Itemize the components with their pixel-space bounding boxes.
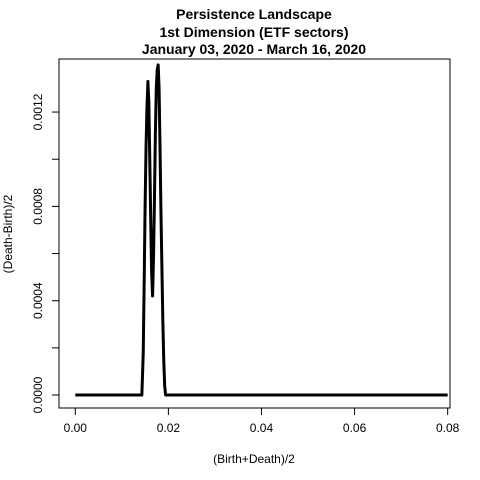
x-tick-label: 0.08	[436, 421, 460, 435]
y-tick-label: 0.0012	[31, 93, 45, 130]
y-tick-label: 0.0008	[31, 188, 45, 225]
landscape-line	[75, 63, 448, 397]
x-tick-label: 0.06	[343, 421, 367, 435]
series-layer	[75, 63, 448, 397]
chart-title-line-1: Persistence Landscape	[176, 6, 332, 22]
chart-title-line-2: 1st Dimension (ETF sectors)	[159, 24, 348, 40]
y-tick-label: 0.0004	[31, 282, 45, 319]
x-axis-label: (Birth+Death)/2	[213, 452, 295, 466]
chart-title-line-3: January 03, 2020 - March 16, 2020	[142, 41, 366, 57]
y-axis: 0.0000 0.0004 0.0008 0.0012	[31, 93, 60, 413]
y-tick-label: 0.0000	[31, 376, 45, 413]
plot-frame	[58, 58, 451, 409]
x-tick-label: 0.02	[157, 421, 181, 435]
x-axis: 0.00 0.02 0.04 0.06 0.08	[64, 407, 460, 435]
x-tick-label: 0.04	[250, 421, 274, 435]
y-axis-label: (Death-Birth)/2	[1, 194, 15, 273]
x-tick-label: 0.00	[64, 421, 88, 435]
